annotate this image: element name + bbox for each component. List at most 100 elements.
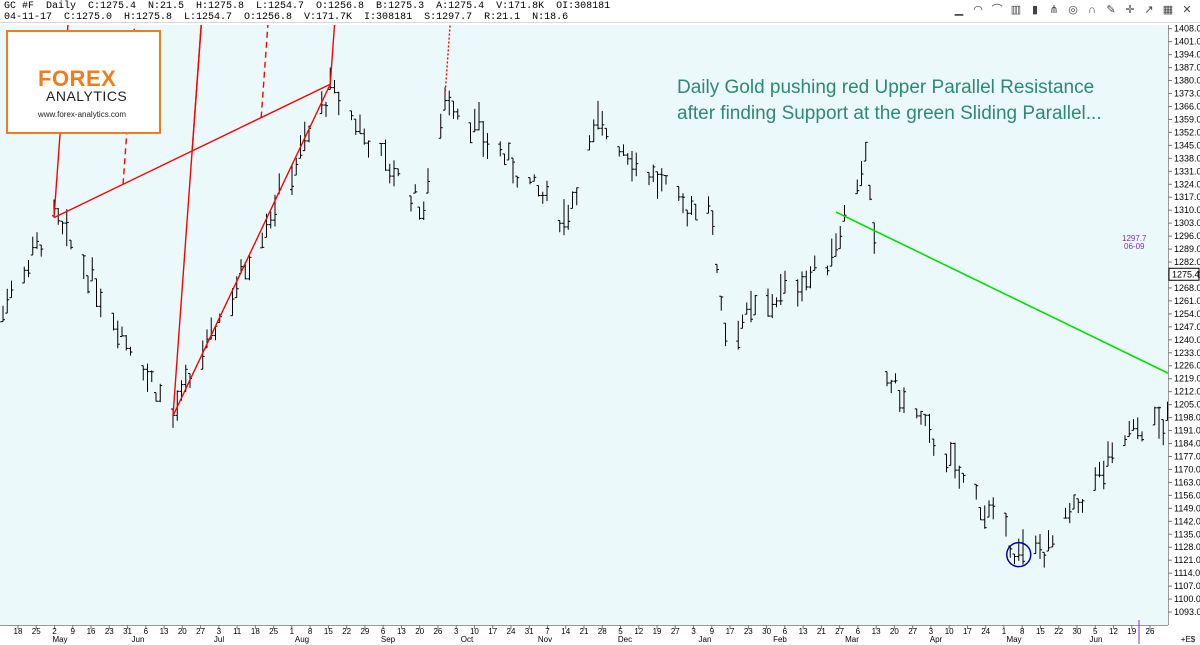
ohlc-bar	[626, 153, 630, 165]
ohlc-bar	[1042, 552, 1046, 567]
x-tick-label: 29	[360, 627, 369, 636]
ohlc-bar	[260, 233, 264, 248]
y-tick-label: 1226.0	[1174, 361, 1200, 371]
ohlc-bar	[630, 151, 634, 182]
x-tick-label: 24	[981, 627, 990, 636]
x-tick-label: 19	[1127, 627, 1136, 636]
ohlc-bar	[894, 373, 898, 383]
ohlc-bar	[537, 185, 541, 196]
ohlc-bar	[745, 302, 749, 314]
y-tick-label: 1296.0	[1174, 231, 1200, 241]
y-tick-label: 1268.0	[1174, 283, 1200, 293]
y-tick-label: 1184.0	[1174, 439, 1200, 449]
ohlc-bar	[962, 473, 966, 482]
x-tick-label: 13	[397, 627, 406, 636]
ohlc-bar	[120, 326, 124, 336]
price-ticks: 1408.01401.01394.01387.01380.01373.01366…	[1168, 24, 1200, 617]
ohlc-bar	[469, 123, 473, 143]
ohlc-bar	[919, 411, 923, 425]
x-tick-label: 18	[14, 627, 23, 636]
ohlc-bar	[953, 443, 957, 479]
ohlc-bar	[558, 220, 562, 232]
x-tick-label: 20	[415, 627, 424, 636]
ohlc-bar	[27, 260, 31, 277]
ohlc-bar	[855, 180, 859, 194]
ohlc-bar	[473, 109, 477, 132]
annotation-line-1: Daily Gold pushing red Upper Parallel Re…	[677, 77, 1094, 99]
x-tick-label: 10	[945, 627, 954, 636]
ohlc-bar	[5, 289, 9, 313]
ohlc-bar	[660, 168, 664, 191]
ohlc-bar	[1072, 495, 1076, 509]
x-tick-label: 24	[507, 627, 516, 636]
ohlc-bar	[1047, 530, 1051, 551]
x-tick-label: 27	[671, 627, 680, 636]
ohlc-bar	[367, 141, 371, 158]
ohlc-bar	[753, 295, 757, 315]
y-tick-label: 1107.0	[1174, 581, 1200, 591]
ohlc-bar	[796, 279, 800, 306]
y-tick-label: 1373.0	[1174, 89, 1200, 99]
ohlc-bar	[1064, 508, 1068, 518]
ohlc-bar	[830, 239, 834, 267]
y-tick-label: 1254.0	[1174, 309, 1200, 319]
ohlc-bar	[154, 393, 158, 402]
ohlc-bar	[1038, 534, 1042, 559]
ohlc-bar	[86, 276, 90, 294]
x-tick-label: 21	[580, 627, 589, 636]
ohlc-bar	[1004, 513, 1008, 536]
ohlc-bar	[923, 414, 927, 426]
x-tick-label: 12	[634, 627, 643, 636]
y-tick-label: 1177.0	[1174, 451, 1200, 461]
y-tick-label: 1163.0	[1174, 477, 1200, 487]
y-tick-label: 1387.0	[1174, 63, 1200, 73]
y-tick-label: 1324.0	[1174, 179, 1200, 189]
ohlc-bar	[681, 193, 685, 213]
x-month-label: Nov	[538, 635, 552, 644]
ohlc-bar	[384, 140, 388, 171]
ohlc-bar	[1, 306, 5, 322]
x-tick-label: 14	[561, 627, 570, 636]
x-tick-label: 17	[963, 627, 972, 636]
ohlc-bar	[1161, 420, 1165, 446]
ohlc-bar	[129, 347, 133, 356]
ohlc-bar	[350, 111, 354, 120]
ohlc-bar	[898, 391, 902, 412]
ohlc-bar	[860, 161, 864, 186]
x-tick-label: 11	[233, 627, 242, 636]
pitchfork-handle	[173, 84, 330, 415]
ohlc-bar	[112, 313, 116, 330]
ohlc-bar	[885, 372, 889, 387]
ohlc-bar	[1102, 461, 1106, 490]
pitchfork-median	[192, 0, 1168, 151]
ohlc-bar	[1013, 554, 1017, 564]
y-tick-label: 1331.0	[1174, 166, 1200, 176]
ohlc-bar	[528, 178, 532, 185]
ohlc-bar	[388, 164, 392, 184]
ohlc-bar	[664, 176, 668, 185]
x-month-label: Oct	[461, 635, 474, 644]
sliding-parallel-line	[836, 212, 1168, 373]
y-tick-label: 1408.0	[1174, 24, 1200, 34]
y-tick-label: 1149.0	[1174, 503, 1200, 513]
ohlc-bar	[783, 271, 787, 293]
ohlc-bar	[354, 119, 358, 135]
ohlc-bar	[677, 186, 681, 200]
ohlc-bar	[99, 289, 103, 318]
ohlc-bar	[694, 204, 698, 220]
ohlc-bar	[656, 172, 660, 199]
x-tick-label: 13	[872, 627, 881, 636]
ohlc-bar	[124, 335, 128, 350]
ohlc-bar	[575, 187, 579, 205]
ohlc-bar	[991, 497, 995, 519]
ohlc-bar	[647, 172, 651, 185]
y-tick-label: 1394.0	[1174, 50, 1200, 60]
pitchfork-upper-warning	[261, 0, 1168, 118]
x-month-label: May	[52, 635, 67, 644]
ohlc-bar	[486, 133, 490, 159]
y-tick-label: 1100.0	[1174, 594, 1200, 604]
ohlc-bar	[1123, 435, 1127, 445]
ohlc-bar	[1068, 503, 1072, 523]
ohlc-bar	[545, 181, 549, 201]
